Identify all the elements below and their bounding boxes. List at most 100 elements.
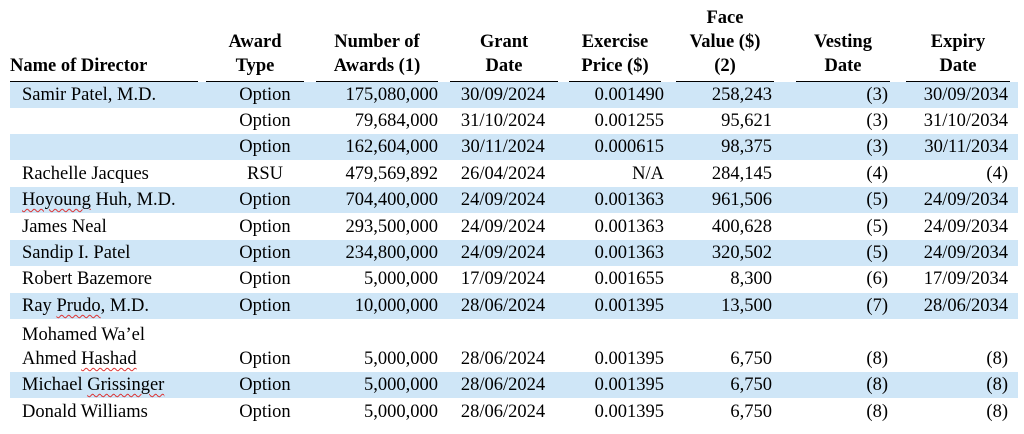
cell-face: 6,750 [730,402,772,422]
cell-face: 8,300 [730,269,772,289]
cell-grant: 28/06/2024 [460,402,546,422]
cell-expiry: 24/09/2034 [923,217,1008,237]
cell-grant: 24/09/2024 [460,217,546,237]
cell-expiry: (4) [986,164,1008,184]
cell-grant: 28/06/2024 [460,296,546,316]
header-rule [569,80,661,82]
cell-number: 5,000,000 [364,402,438,422]
cell-expiry: (8) [986,349,1008,369]
header-vesting: Vesting Date [796,6,890,82]
cell-exercise: 0.001363 [594,243,664,263]
table-row: Option 79,684,000 31/10/2024 0.001255 95,621… [10,108,1018,134]
header-number-line: Awards (1) [333,56,421,76]
cell-number: 5,000,000 [364,349,438,369]
cell-exercise: 0.001395 [594,402,664,422]
spellcheck-underline: Hoyoung [22,190,91,210]
header-grant: Grant Date [450,6,558,82]
table-row: Donald Williams Option 5,000,000 28/06/2024… [10,399,1018,425]
cell-type: Option [239,296,291,316]
cell-vesting: (7) [866,296,888,316]
cell-face: 6,750 [730,375,772,395]
header-award-type-line: Award [228,32,282,52]
header-name: Name of Director [10,6,198,82]
header-exercise-line: Exercise [581,32,649,52]
cell-type: Option [239,349,291,369]
director-name: Robert Bazemore [22,269,152,289]
cell-exercise: 0.001363 [594,217,664,237]
header-expiry: Expiry Date [906,6,1010,82]
director-name: Mohamed Wa’el Ahmed Hashad [22,322,145,372]
cell-vesting: (5) [866,243,888,263]
header-face-line: Face [706,8,744,28]
cell-type: Option [239,190,291,210]
spellcheck-underline: Hashad [81,349,137,369]
header-grant-line: Date [485,56,523,76]
cell-vesting: (8) [866,349,888,369]
cell-number: 234,800,000 [345,243,439,263]
cell-expiry: 17/09/2034 [923,269,1008,289]
cell-face: 6,750 [730,349,772,369]
header-expiry-line: Date [939,56,977,76]
director-name: Rachelle Jacques [22,164,149,184]
cell-number: 162,604,000 [345,137,439,157]
cell-exercise: 0.001655 [594,269,664,289]
header-number: Number of Awards (1) [316,6,438,82]
cell-face: 258,243 [711,85,772,105]
director-name-line: Ahmed Hashad [22,349,137,369]
cell-face: 320,502 [711,243,772,263]
cell-type: Option [239,137,291,157]
cell-grant: 30/11/2024 [461,137,545,157]
cell-grant: 24/09/2024 [460,190,546,210]
header-grant-line: Grant [479,32,529,52]
cell-exercise: 0.001490 [594,85,664,105]
header-award-type-line: Type [235,56,275,76]
header-expiry-line: Expiry [930,32,986,52]
cell-vesting: (3) [866,111,888,131]
cell-type: Option [239,85,291,105]
cell-number: 175,080,000 [345,85,439,105]
table-row: Hoyoung Huh, M.D. Option 704,400,000 24/09/… [10,187,1018,213]
header-face-line: Value ($) [689,32,761,52]
director-name: Samir Patel, M.D. [22,85,157,105]
cell-grant: 17/09/2024 [460,269,546,289]
cell-type: Option [239,217,291,237]
cell-expiry: 30/11/2034 [924,137,1008,157]
cell-expiry: 24/09/2034 [923,190,1008,210]
director-name: Donald Williams [22,402,148,422]
header-rule [796,80,890,82]
cell-number: 5,000,000 [364,269,438,289]
header-vesting-line: Vesting [814,32,872,52]
header-face: Face Value ($) (2) [676,6,774,82]
header-award-type: Award Type [206,6,304,82]
cell-face: 13,500 [721,296,772,316]
cell-exercise: 0.001255 [594,111,664,131]
cell-number: 10,000,000 [354,296,438,316]
cell-number: 479,569,892 [345,164,439,184]
cell-type: Option [239,269,291,289]
cell-expiry: 31/10/2034 [923,111,1008,131]
cell-vesting: (5) [866,190,888,210]
header-name-line: Name of Director [10,56,148,76]
cell-face: 400,628 [711,217,772,237]
header-rule [450,80,558,82]
header-rule [206,80,304,82]
cell-vesting: (6) [866,269,888,289]
cell-expiry: (8) [986,402,1008,422]
header-rule [316,80,438,82]
header-rule [10,80,198,82]
cell-vesting: (3) [866,137,888,157]
header-rule [906,80,1010,82]
table-row: Rachelle Jacques RSU 479,569,892 26/04/2024… [10,161,1018,187]
cell-exercise: 0.001363 [594,190,664,210]
cell-type: Option [239,402,291,422]
cell-grant: 28/06/2024 [460,349,546,369]
spellcheck-underline: Grissinger [87,375,165,395]
cell-grant: 28/06/2024 [460,375,546,395]
director-name: Sandip I. Patel [22,243,131,263]
table-row: Michael Grissinger Option 5,000,000 28/06/2… [10,372,1018,398]
cell-number: 79,684,000 [354,111,438,131]
table-row: Ray Prudo, M.D. Option 10,000,000 28/06/202… [10,293,1018,319]
cell-grant: 30/09/2024 [460,85,546,105]
header-exercise-line: Price ($) [581,56,649,76]
header-rule [676,80,774,82]
